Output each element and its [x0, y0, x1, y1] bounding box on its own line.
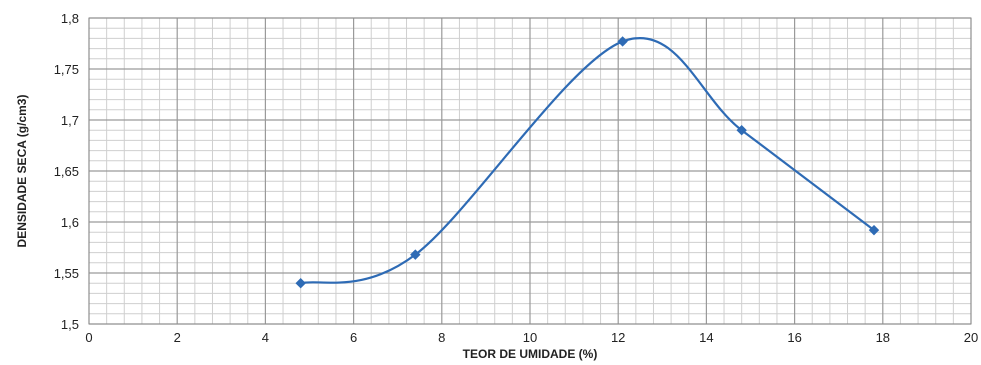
x-axis-title: TEOR DE UMIDADE (%)	[463, 347, 598, 361]
x-tick-label: 6	[350, 330, 357, 345]
x-tick-label: 16	[787, 330, 801, 345]
y-tick-label: 1,5	[61, 317, 79, 332]
x-tick-label: 8	[438, 330, 445, 345]
y-tick-label: 1,65	[54, 164, 79, 179]
major-gridlines	[88, 17, 972, 325]
x-tick-label: 12	[611, 330, 625, 345]
x-tick-label: 0	[85, 330, 92, 345]
x-tick-label: 2	[174, 330, 181, 345]
x-tick-label: 14	[699, 330, 713, 345]
x-tick-label: 18	[876, 330, 890, 345]
series-line	[300, 37, 875, 285]
y-axis-title: DENSIDADE SECA (g/cm3)	[15, 95, 29, 248]
x-tick-label: 4	[262, 330, 269, 345]
y-tick-label: 1,8	[61, 11, 79, 26]
data-point-marker	[736, 124, 747, 136]
y-tick-label: 1,75	[54, 62, 79, 77]
data-markers	[295, 36, 880, 289]
y-tick-label: 1,7	[61, 113, 79, 128]
data-point-marker	[617, 36, 628, 47]
y-tick-label: 1,6	[61, 215, 79, 230]
x-tick-label: 10	[523, 330, 537, 345]
data-point-marker	[295, 277, 306, 289]
x-tick-label: 20	[964, 330, 978, 345]
data-point-marker	[868, 224, 880, 236]
data-point-marker	[410, 249, 421, 260]
plot-area-border	[88, 17, 972, 325]
x-tick-labels: 0 2 4 6 8 10 12 14 16 18 20	[85, 330, 978, 345]
y-tick-labels: 1,5 1,55 1,6 1,65 1,7 1,75 1,8	[54, 11, 79, 332]
y-tick-label: 1,55	[54, 266, 79, 281]
